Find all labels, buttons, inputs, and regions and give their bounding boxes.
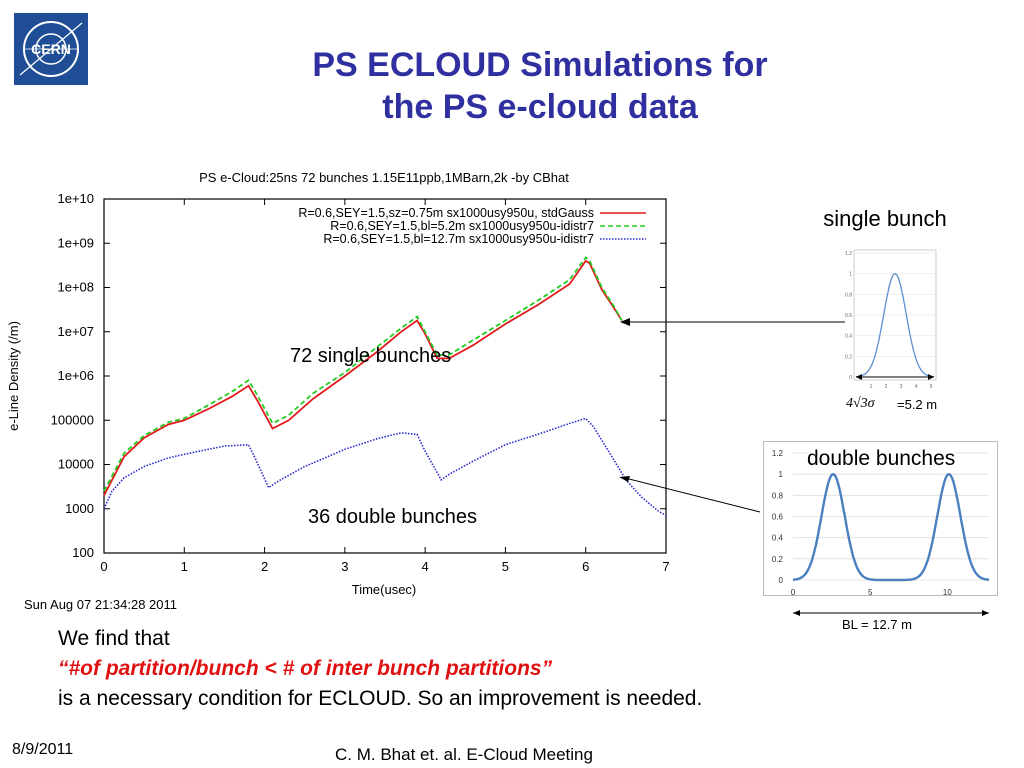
grid (103, 198, 667, 554)
conclusion-line-3: is a necessary condition for ECLOUD. So … (58, 687, 703, 710)
single-y-tick: 1 (849, 272, 852, 278)
main-chart: PS e-Cloud:25ns 72 bunches 1.15E11ppb,1M… (6, 170, 670, 612)
sigma-formula: 4√3σ (846, 396, 875, 411)
single-y-tick: 0.6 (845, 313, 852, 319)
slide-title: PS ECLOUD Simulations for the PS e-cloud… (200, 44, 880, 128)
double-y-tick: 1.2 (772, 449, 784, 458)
double-x-tick: 5 (868, 588, 873, 597)
single-x-tick: 5 (930, 384, 933, 390)
single-bunch-plot: 0 0.2 0.4 0.6 0.8 1 1.2 1 2 3 4 5 (845, 249, 937, 390)
x-axis-label: Time(usec) (352, 582, 417, 597)
single-x-tick: 1 (870, 384, 873, 390)
double-y-tick: 0 (779, 576, 784, 585)
single-y-tick: 0.8 (845, 292, 852, 298)
x-tick-label: 2 (261, 559, 268, 574)
conclusion-text: We find that “#of partition/bunch < # of… (58, 624, 938, 714)
title-line-2: the PS e-cloud data (382, 88, 698, 126)
single-y-tick: 1.2 (845, 251, 852, 257)
double-bunches-label: double bunches (807, 447, 956, 471)
x-tick-label: 0 (100, 559, 107, 574)
single-x-tick: 3 (900, 384, 903, 390)
x-tick-label: 5 (502, 559, 509, 574)
single-y-tick: 0.4 (845, 334, 852, 340)
single-bunch-label: single bunch (823, 206, 947, 231)
cern-logo: CERN (14, 13, 88, 85)
series-line-3 (103, 417, 667, 517)
single-bunch-width: =5.2 m (897, 397, 938, 412)
y-tick-label: 1e+07 (57, 324, 94, 339)
y-tick-label: 1e+09 (57, 235, 94, 250)
series-line-2 (103, 256, 623, 492)
plot-frame (103, 198, 667, 554)
x-tick-label: 4 (422, 559, 429, 574)
single-x-tick: 2 (885, 384, 888, 390)
x-tick-label: 3 (341, 559, 348, 574)
title-line-1: PS ECLOUD Simulations for (312, 46, 768, 84)
y-tick-label: 1e+10 (57, 191, 94, 206)
x-tick-label: 1 (181, 559, 188, 574)
y-tick-label: 1e+08 (57, 280, 94, 295)
double-y-tick: 0.4 (772, 534, 784, 543)
double-x-tick: 0 (791, 588, 796, 597)
legend-label-3: R=0.6,SEY=1.5,bl=12.7m sx1000usy950u-idi… (323, 232, 594, 246)
annotation-72-single: 72 single bunches (290, 345, 451, 367)
conclusion-highlight: “#of partition/bunch < # of inter bunch … (58, 657, 553, 680)
y-tick-label: 1000 (65, 501, 94, 516)
chart-timestamp: Sun Aug 07 21:34:28 2011 (24, 597, 177, 612)
double-y-tick: 0.6 (772, 513, 784, 522)
footer-date: 8/9/2011 (12, 741, 74, 758)
bl-label: BL = 12.7 m (842, 617, 912, 632)
single-bunch-curve (856, 273, 934, 378)
chart-title: PS e-Cloud:25ns 72 bunches 1.15E11ppb,1M… (199, 170, 569, 185)
legend-label-2: R=0.6,SEY=1.5,bl=5.2m sx1000usy950u-idis… (330, 219, 594, 233)
double-bunches-curve (793, 472, 989, 582)
y-tick-label: 10000 (58, 457, 94, 472)
series-line-1 (103, 259, 623, 496)
single-y-tick: 0.2 (845, 354, 852, 360)
double-y-tick: 0.2 (772, 555, 784, 564)
series-layer (103, 256, 667, 517)
double-y-tick: 0.8 (772, 491, 784, 500)
y-axis-label: e-Line Density (/m) (6, 321, 21, 431)
y-tick-labels: 100 1000 10000 100000 1e+06 1e+07 1e+08 1e+09 1e… (51, 191, 94, 560)
y-tick-label: 100 (72, 545, 94, 560)
double-x-tick: 10 (943, 588, 952, 597)
annotation-36-double: 36 double bunches (308, 506, 477, 528)
y-tick-label: 1e+06 (57, 368, 94, 383)
single-y-tick: 0 (849, 375, 852, 381)
conclusion-line-1: We find that (58, 627, 170, 650)
x-tick-label: 6 (582, 559, 589, 574)
x-tick-labels: 0 1 2 3 4 5 6 7 (100, 559, 669, 574)
cern-logo-text: CERN (31, 41, 71, 57)
legend-label-1: R=0.6,SEY=1.5,sz=0.75m sx1000usy950u, st… (298, 206, 594, 220)
footer-credit: C. M. Bhat et. al. E-Cloud Meeting (335, 745, 593, 764)
y-tick-label: 100000 (51, 412, 94, 427)
single-x-tick: 4 (915, 384, 918, 390)
legend: R=0.6,SEY=1.5,sz=0.75m sx1000usy950u, st… (298, 206, 646, 246)
x-tick-label: 7 (662, 559, 669, 574)
double-y-tick: 1 (779, 470, 784, 479)
